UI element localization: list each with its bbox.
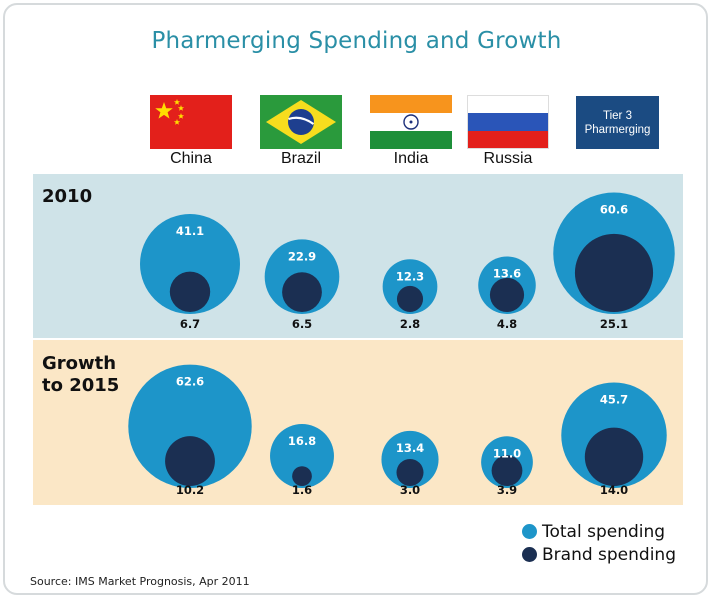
tier3-line2: Pharmerging xyxy=(584,123,651,136)
total-value-label-brazil-growth: 16.8 xyxy=(288,434,316,448)
brazil-flag-icon xyxy=(260,95,342,149)
legend: Total spending Brand spending xyxy=(522,520,676,566)
brand-value-label-tier3-growth: 14.0 xyxy=(600,483,628,497)
brand-bubble-russia-growth xyxy=(491,455,523,486)
source-note: Source: IMS Market Prognosis, Apr 2011 xyxy=(30,575,250,588)
chart-title: Pharmerging Spending and Growth xyxy=(151,28,562,54)
brand-value-label-tier3-2010: 25.1 xyxy=(600,317,628,331)
total-value-label-brazil-2010: 22.9 xyxy=(288,249,316,263)
brand-bubble-brazil-growth xyxy=(292,466,312,486)
brand-bubble-india-2010 xyxy=(396,285,424,312)
legend-item-total: Total spending xyxy=(522,520,676,543)
brand-bubble-russia-2010 xyxy=(489,277,525,312)
legend-dot-brand xyxy=(522,547,537,562)
brand-value-label-india-growth: 3.0 xyxy=(400,483,420,497)
row-label-growth: Growth to 2015 xyxy=(42,353,119,397)
brand-value-label-brazil-2010: 6.5 xyxy=(292,317,312,331)
india-flag-icon xyxy=(370,95,452,149)
total-value-label-china-2010: 41.1 xyxy=(176,224,204,238)
tier3-pharmerging-badge: Tier 3 Pharmerging xyxy=(576,96,659,149)
brand-bubble-china-2010 xyxy=(169,271,211,313)
brand-bubble-tier3-2010 xyxy=(574,233,654,312)
tier3-line1: Tier 3 xyxy=(603,109,632,122)
total-value-label-china-growth: 62.6 xyxy=(176,375,204,389)
brand-value-label-china-2010: 6.7 xyxy=(180,317,200,331)
total-bubble-china-2010 xyxy=(139,213,241,314)
china-flag-icon xyxy=(150,95,232,149)
total-value-label-india-2010: 12.3 xyxy=(396,269,424,283)
brand-bubble-tier3-growth xyxy=(584,427,644,486)
row-label-2010-line1: 2010 xyxy=(42,186,93,207)
country-label-india: India xyxy=(393,150,429,167)
russia-flag-icon xyxy=(467,95,549,149)
brand-bubble-china-growth xyxy=(165,436,215,486)
country-label-brazil: Brazil xyxy=(280,150,321,167)
total-value-label-india-growth: 13.4 xyxy=(396,441,424,455)
brand-value-label-china-growth: 10.2 xyxy=(176,483,204,497)
brand-bubble-india-growth xyxy=(396,458,424,486)
total-value-label-russia-growth: 11.0 xyxy=(493,446,521,460)
total-value-label-tier3-growth: 45.7 xyxy=(600,393,628,407)
row-label-growth-line2: to 2015 xyxy=(42,375,120,396)
brand-value-label-brazil-growth: 1.6 xyxy=(292,483,312,497)
brand-value-label-india-2010: 2.8 xyxy=(400,317,420,331)
total-value-label-tier3-2010: 60.6 xyxy=(600,203,628,217)
legend-item-brand: Brand spending xyxy=(522,543,676,566)
legend-dot-total xyxy=(522,524,537,539)
total-bubble-brazil-growth xyxy=(270,424,334,488)
total-bubble-china-growth xyxy=(128,364,252,489)
brand-value-label-russia-2010: 4.8 xyxy=(497,317,517,331)
legend-label-brand: Brand spending xyxy=(542,544,676,565)
chart-frame xyxy=(3,3,708,595)
row-label-2010: 2010 xyxy=(42,186,92,208)
legend-label-total: Total spending xyxy=(542,521,666,542)
country-label-russia: Russia xyxy=(483,150,533,167)
brand-value-label-russia-growth: 3.9 xyxy=(497,483,517,497)
total-value-label-russia-2010: 13.6 xyxy=(493,266,521,280)
brand-bubble-brazil-2010 xyxy=(282,272,322,312)
row-label-growth-line1: Growth xyxy=(42,353,117,374)
country-label-china: China xyxy=(170,150,212,167)
